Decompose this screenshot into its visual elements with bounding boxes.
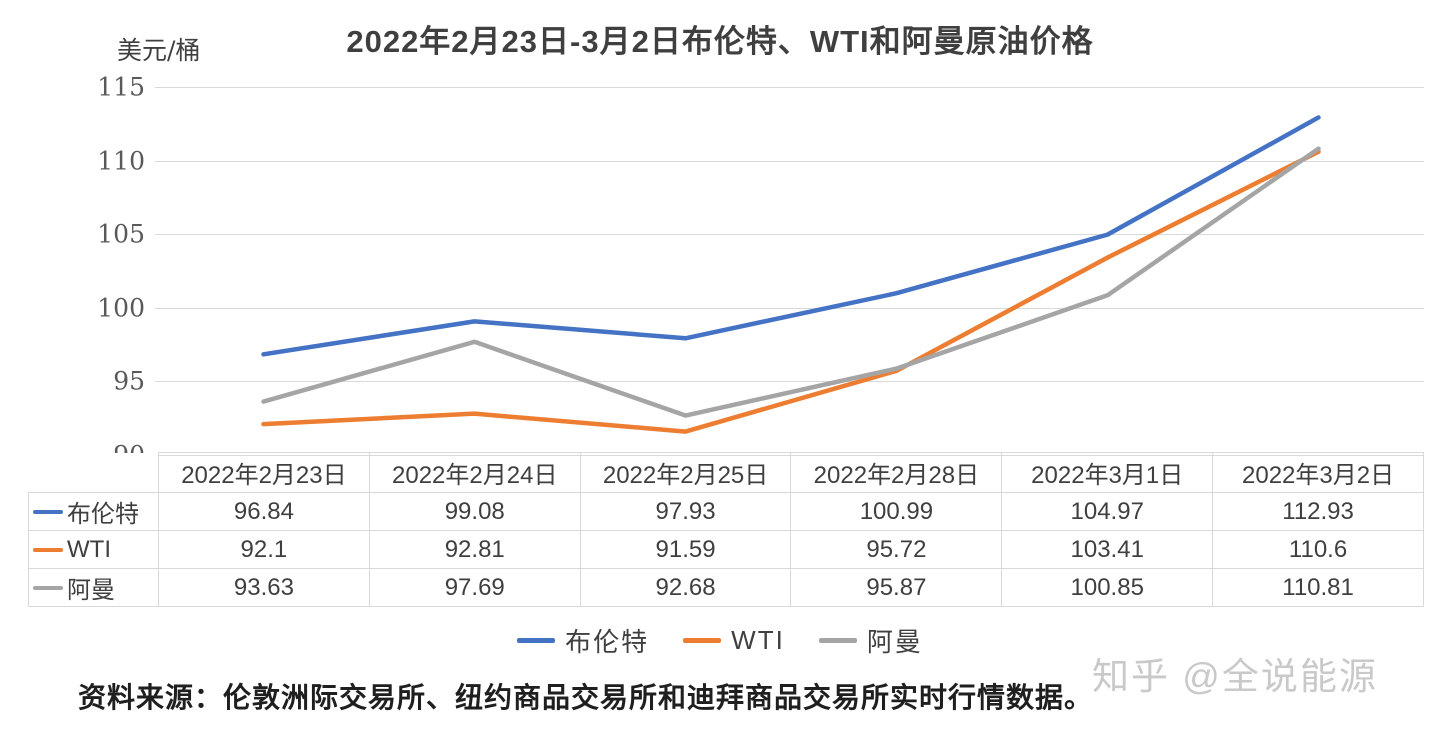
table-row-wti: WTI 92.1 92.81 91.59 95.72 103.41 110.6 [28, 530, 1424, 569]
gridline [155, 160, 1424, 162]
data-table: 2022年2月23日 2022年2月24日 2022年2月25日 2022年2月28日… [28, 452, 1424, 607]
gridline [155, 381, 1424, 383]
chart-legend: 布伦特 WTI 阿曼 [0, 622, 1440, 659]
y-tick-label: 95 [113, 366, 145, 396]
wti-line-swatch-icon [33, 547, 63, 552]
series-line-oman [261, 146, 1321, 418]
table-value-cell: 100.99 [790, 492, 1003, 531]
series-name-label: 阿曼 [67, 577, 115, 604]
table-rowkey-cell: 布伦特 [28, 492, 159, 531]
legend-item-brent: 布伦特 [517, 622, 649, 659]
page-title: 2022年2月23日-3月2日布伦特、WTI和阿曼原油价格 [346, 24, 1094, 59]
table-value-cell: 92.68 [579, 568, 792, 607]
table-header-cell: 2022年2月25日 [579, 452, 792, 493]
table-row-brent: 布伦特 96.84 99.08 97.93 100.99 104.97 112.93 [28, 492, 1424, 531]
table-value-cell: 110.81 [1212, 568, 1424, 607]
series-line-brent [261, 115, 1321, 357]
watermark: 知乎 @全说能源 [1092, 656, 1378, 697]
series-line-wti [261, 149, 1321, 434]
table-header-cell: 2022年2月28日 [790, 452, 1003, 493]
chart-svg [261, 115, 1321, 434]
brent-line-swatch-icon [517, 638, 556, 643]
table-value-cell: 97.93 [579, 492, 792, 531]
y-tick-label: 100 [97, 293, 145, 323]
table-header-cell: 2022年3月1日 [1001, 452, 1214, 493]
gridline [155, 234, 1424, 236]
table-value-cell: 92.81 [368, 530, 581, 569]
table-value-cell: 91.59 [579, 530, 792, 569]
wti-line-swatch-icon [683, 638, 722, 643]
table-header-cell: 2022年2月24日 [368, 452, 581, 493]
gridline [155, 307, 1424, 309]
y-tick-label: 115 [97, 72, 145, 102]
series-name-label: 布伦特 [67, 501, 139, 528]
legend-item-oman: 阿曼 [818, 622, 923, 659]
y-tick-label: 105 [97, 219, 145, 249]
brent-line-swatch-icon [33, 509, 63, 514]
table-header-cell: 2022年3月2日 [1212, 452, 1424, 493]
table-value-cell: 92.1 [158, 530, 370, 569]
table-header-row: 2022年2月23日 2022年2月24日 2022年2月25日 2022年2月28日… [28, 452, 1424, 493]
table-corner-cell [28, 452, 159, 493]
y-axis-unit-label: 美元/桶 [117, 36, 201, 65]
legend-item-wti: WTI [683, 625, 785, 656]
source-note: 资料来源：伦敦洲际交易所、纽约商品交易所和迪拜商品交易所实时行情数据。 [78, 683, 1094, 714]
table-value-cell: 104.97 [1001, 492, 1214, 531]
legend-label: 阿曼 [866, 627, 923, 657]
oman-line-swatch-icon [33, 585, 63, 590]
table-value-cell: 100.85 [1001, 568, 1214, 607]
gridline [155, 87, 1424, 88]
table-header-cell: 2022年2月23日 [158, 452, 370, 493]
legend-label: WTI [731, 625, 785, 655]
table-value-cell: 95.87 [790, 568, 1003, 607]
table-value-cell: 96.84 [158, 492, 370, 531]
table-value-cell: 103.41 [1001, 530, 1214, 569]
y-tick-label: 110 [97, 146, 145, 176]
table-rowkey-cell: WTI [28, 530, 159, 569]
table-row-oman: 阿曼 93.63 97.69 92.68 95.87 100.85 110.81 [28, 568, 1424, 607]
table-value-cell: 110.6 [1212, 530, 1424, 569]
table-value-cell: 99.08 [368, 492, 581, 531]
table-rowkey-cell: 阿曼 [28, 568, 159, 607]
table-value-cell: 97.69 [368, 568, 581, 607]
legend-label: 布伦特 [565, 627, 650, 657]
table-value-cell: 93.63 [158, 568, 370, 607]
table-value-cell: 112.93 [1212, 492, 1424, 531]
table-value-cell: 95.72 [790, 530, 1003, 569]
oman-line-swatch-icon [818, 638, 857, 643]
series-name-label: WTI [67, 535, 111, 563]
